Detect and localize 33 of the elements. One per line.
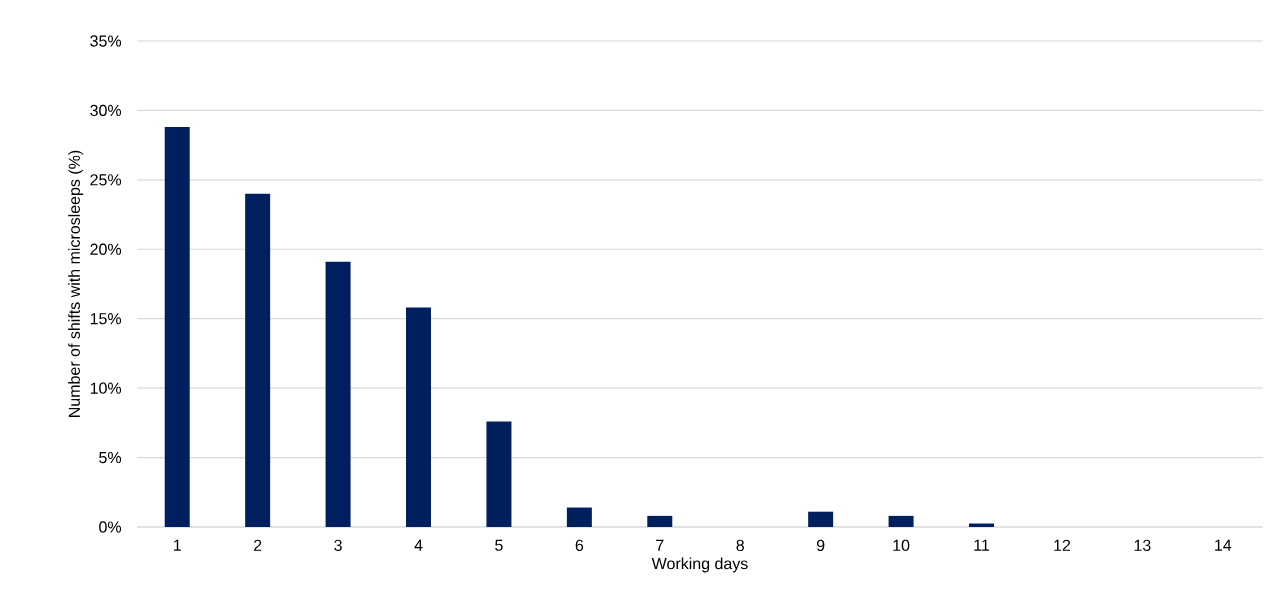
x-tick-label: 2 [254,539,262,551]
x-tick-label: 9 [816,539,825,552]
x-tick-label: 13 [1134,539,1151,552]
bar [164,127,190,527]
y-tick-label: 25% [90,174,122,186]
y-tick-label: 15% [90,313,122,325]
bar [245,193,271,527]
x-tick-label: 10 [893,539,910,552]
y-tick-label: 5% [99,451,122,464]
bar [406,307,432,527]
x-tick-label: 14 [1215,539,1232,551]
x-tick-label: 11 [974,539,990,551]
bar [808,511,834,527]
bar [888,515,914,527]
x-tick-label: 8 [736,539,744,552]
x-tick-label: 3 [334,539,342,552]
y-tick-label: 20% [90,243,122,255]
bar [486,421,512,527]
y-tick-label: 10% [90,382,122,394]
x-axis-title: Working days [651,557,748,573]
x-tick-label: 6 [575,539,584,552]
x-tick-label: 5 [495,539,503,551]
x-tick-label: 1 [173,539,181,551]
bar [325,261,351,527]
x-tick-label: 4 [414,539,423,551]
bar [566,507,592,527]
bar [647,515,673,527]
y-tick-label: 35% [90,35,122,47]
y-axis-title: Number of shifts with microsleeps (%) [68,150,84,417]
x-tick-label: 7 [656,539,664,551]
y-tick-label: 30% [90,104,122,117]
x-tick-label: 12 [1054,539,1071,551]
y-tick-label: 0% [99,521,122,533]
